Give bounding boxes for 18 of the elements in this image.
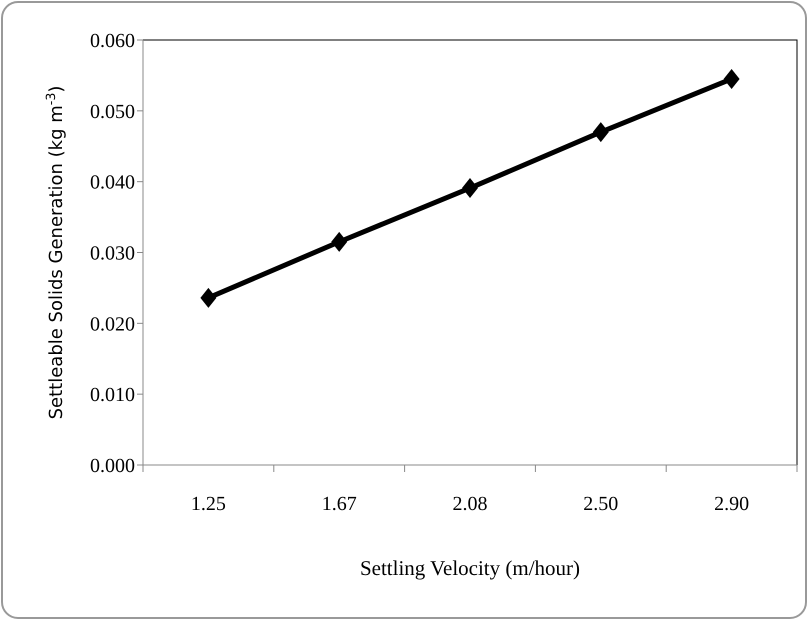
point [592,122,609,142]
point [200,288,216,308]
x-tick-label: 1.25 [190,493,226,515]
y-tick-label: 0.010 [90,384,135,406]
x-axis-title: Settling Velocity (m/hour) [360,556,580,580]
point [724,68,740,89]
x-tick-label: 2.08 [452,493,488,515]
y-tick-label: 0.060 [90,30,135,52]
x-tick-label: 2.50 [583,493,618,515]
y-tick-label: 0.000 [90,455,135,477]
point [462,178,478,198]
x-tick-label: 2.90 [714,493,750,515]
y-tick-label: 0.050 [90,100,135,123]
point [331,232,348,252]
y-tick-label: 0.030 [90,242,135,264]
x-tick-label: 1.67 [322,493,357,515]
y-tick-label: 0.020 [90,313,135,336]
y-tick-label: 0.040 [90,172,135,194]
